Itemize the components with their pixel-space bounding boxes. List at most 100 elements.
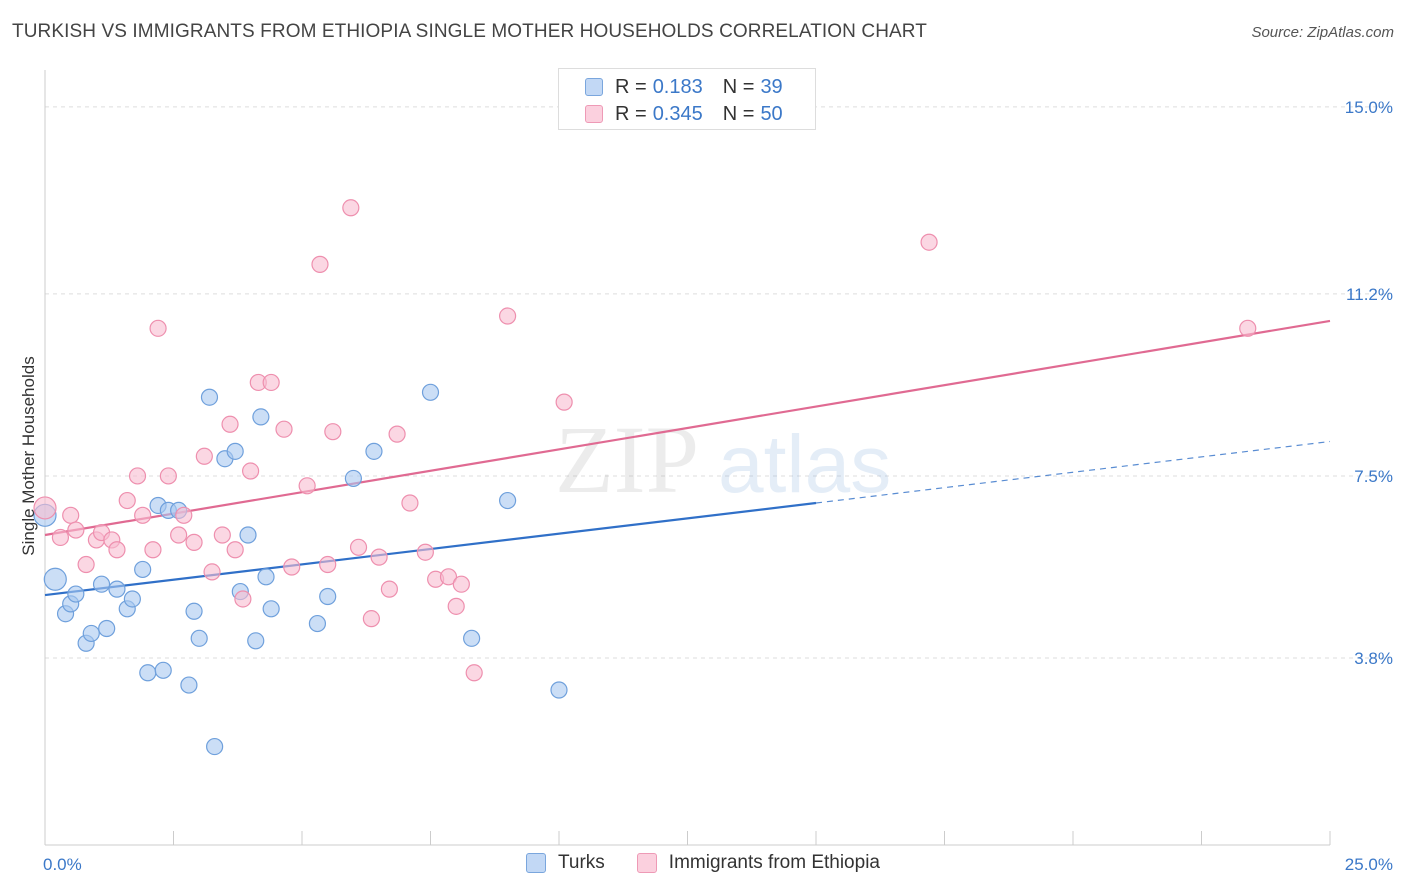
turks-point [252,408,270,426]
watermark-atlas: atlas [718,419,891,510]
turks-point [92,575,111,593]
ethiopia-point [370,548,388,566]
grid-lines [45,106,1390,659]
turks-point [67,585,85,603]
legend-n-value: 50 [760,102,783,125]
legend-n-value: 39 [760,75,783,98]
turks-point [108,580,126,598]
turks-trend-extension [815,440,1331,504]
legend-item-ethiopia: Immigrants from Ethiopia [636,852,880,874]
legend-r-value: 0.345 [652,102,703,125]
source-label: Source: ZipAtlas.com [1251,24,1394,41]
turks-point [499,491,517,510]
ethiopia-point [262,373,280,392]
legend-r-label: R = [615,102,647,125]
y-tick-label: 3.8% [1354,649,1393,668]
legend-swatch-ethiopia [636,853,657,873]
ethiopia-point [213,526,231,544]
data-points [33,199,1257,756]
turks-point [365,442,383,460]
legend-r-value: 0.183 [652,75,703,98]
legend-n-label: N = [722,75,755,98]
watermark-zip: ZIP [555,406,699,513]
x-tick-label-min: 0.0% [43,855,82,874]
ethiopia-point [439,568,458,586]
legend-item-turks: Turks [526,852,605,874]
ethiopia-point [465,664,483,682]
ethiopia-point [226,541,244,559]
ethiopia-point [920,233,938,251]
turks-point [308,614,327,633]
legend-row-ethiopia: R = 0.345 N = 50 [585,102,783,126]
ethiopia-point [401,494,419,512]
legend-r-label: R = [615,75,647,98]
ethiopia-point [108,541,126,559]
turks-point [185,602,203,620]
ethiopia-point [144,541,162,559]
ethiopia-point [195,447,213,465]
turks-point [180,676,198,694]
ethiopia-point [319,555,337,574]
turks-point [262,600,280,618]
ethiopia-point [283,558,301,576]
ethiopia-point [67,521,85,539]
ethiopia-point [416,543,434,561]
ethiopia-point [170,526,188,544]
y-tick-label: 11.2% [1346,285,1393,304]
ethiopia-point [452,575,470,593]
legend-swatch-ethiopia [585,105,603,123]
ethiopia-point [203,563,221,581]
turks-point [239,526,257,544]
ethiopia-point [234,590,252,608]
legend-swatch-turks [526,853,546,873]
legend-label-turks: Turks [558,852,605,873]
y-axis-label: Single Mother Households [19,356,38,555]
turks-point [206,737,224,756]
turks-point [226,442,244,460]
ethiopia-point [362,610,380,628]
series-legend: Turks Immigrants from Ethiopia [0,852,1406,874]
ethiopia-point [185,533,203,551]
ethiopia-point [349,538,368,556]
ethiopia-point [77,555,95,574]
legend-n-label: N = [722,102,755,125]
turks-point [344,469,362,488]
ethiopia-point [499,307,517,325]
turks-point [247,632,265,650]
x-tick-label-max: 25.0% [1345,855,1393,874]
turks-point [139,664,157,682]
ethiopia-point [324,423,342,441]
ethiopia-point [380,580,398,598]
axes [44,70,1331,846]
ethiopia-point [388,425,406,443]
y-tick-label: 15.0% [1345,98,1393,117]
turks-point [43,567,67,591]
ethiopia-point [221,415,239,433]
turks-point [319,587,337,606]
ethiopia-point [118,491,136,510]
turks-point [200,388,219,406]
turks-point [134,560,152,579]
turks-point [82,624,100,643]
ethiopia-point [1239,319,1257,337]
turks-point [123,590,141,608]
ethiopia-point [62,506,80,524]
ethiopia-point [149,319,167,337]
chart-title: TURKISH VS IMMIGRANTS FROM ETHIOPIA SING… [12,21,927,42]
ethiopia-point [51,528,70,547]
ethiopia-point [298,477,316,495]
turks-point [421,383,440,401]
ethiopia-point [311,255,329,273]
legend-label-ethiopia: Immigrants from Ethiopia [668,852,880,873]
ethiopia-point [447,597,465,615]
turks-point [190,629,208,647]
ethiopia-point [342,199,360,217]
legend-swatch-turks [585,78,603,96]
turks-point [550,681,568,699]
turks-point [463,629,481,647]
ethiopia-point [159,467,177,485]
ethiopia-point [33,496,57,520]
turks-point [154,661,172,679]
tick-labels: 3.8% 7.5% 11.2% 15.0% 0.0% 25.0% [43,98,1393,874]
